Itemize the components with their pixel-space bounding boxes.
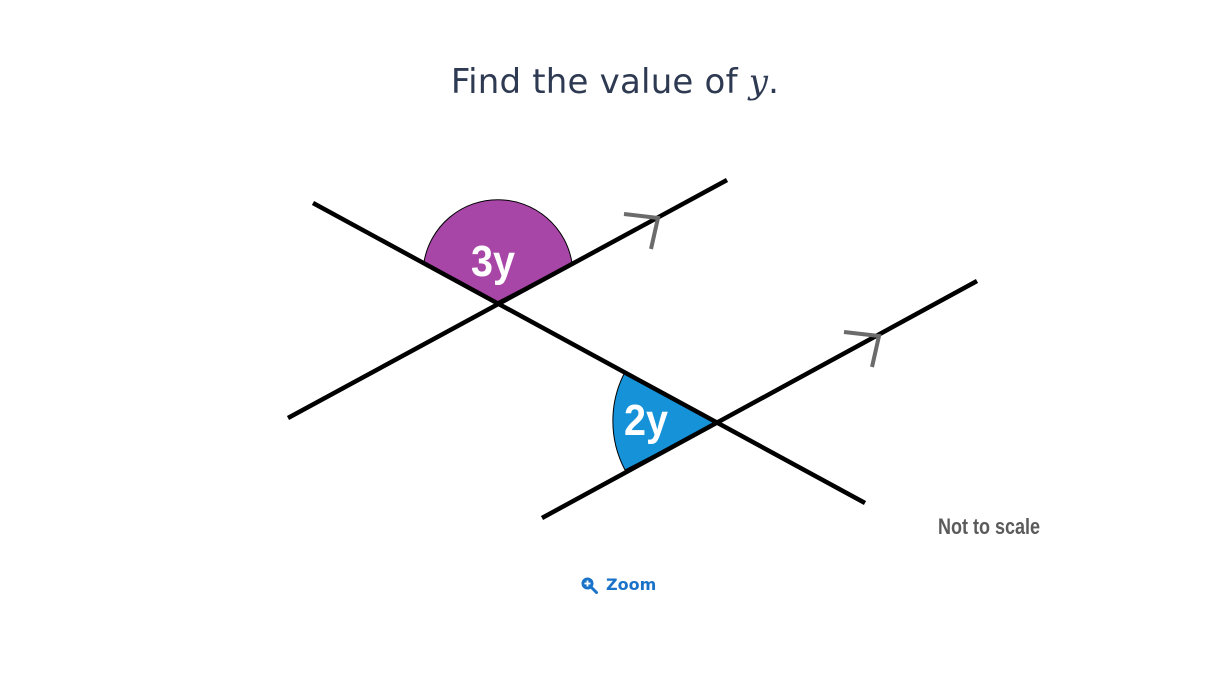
angle-label-3y: 3y (471, 237, 515, 286)
angle-sector-2y (612, 371, 718, 471)
parallel-line-upper (286, 178, 729, 420)
question-variable: y (748, 62, 769, 102)
question-prefix: Find the value of (450, 62, 749, 102)
zoom-label: Zoom (606, 575, 657, 594)
question-text: Find the value of y. (0, 62, 1230, 102)
parallel-arrow-icon (843, 330, 882, 368)
transversal-line (311, 201, 867, 505)
parallel-arrow-icon (623, 212, 661, 250)
question-suffix: . (768, 62, 780, 102)
parallel-line-lower (540, 279, 979, 520)
angle-label-2y: 2y (624, 396, 668, 445)
not-to-scale-note: Not to scale (938, 514, 1040, 539)
angle-sector-3y (423, 199, 573, 303)
zoom-in-icon (580, 576, 598, 594)
zoom-button[interactable]: Zoom (580, 575, 656, 594)
